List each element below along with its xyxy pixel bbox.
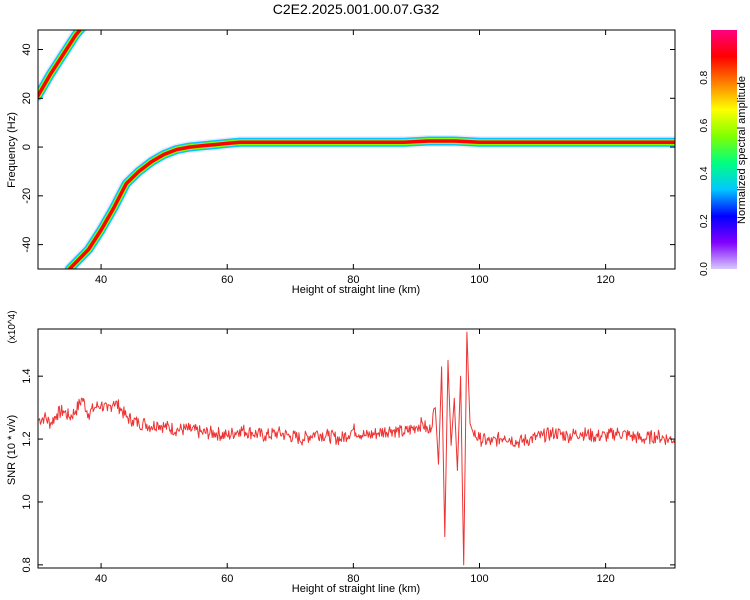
colorbar-tick-label: 0.2 [699,214,710,228]
snr-series-line [38,331,675,566]
spectrogram-x-axis: 40 60 80 100 120 [95,30,615,286]
snr-plot-area [38,331,675,566]
spectral-band-1-layer-1 [65,136,675,269]
colorbar-ticks: 0.0 0.2 0.4 0.6 0.8 [699,70,710,276]
spectrogram-y-label: Frequency (Hz) [6,112,18,188]
spectrogram-panel: 40 60 80 100 120 40 20 0 -20 -40 Height of strai… [6,29,676,296]
spectral-band-1-layer-3 [67,139,675,269]
snr-y-multiplier: (x10^4) [7,310,18,343]
x-tick-label: 40 [95,573,107,585]
colorbar-gradient [711,30,737,269]
spectrogram-x-label: Height of straight line (km) [292,284,420,296]
colorbar-tick-label: 0.0 [699,262,710,276]
snr-frame [37,328,676,569]
x-tick-label: 60 [221,274,233,286]
y-tick-label: -40 [21,237,33,253]
y-tick-label: 1.2 [21,431,33,446]
snr-y-axis: 1.4 1.2 1.0 0.8 [21,369,675,573]
spectrogram-frame [37,29,676,270]
spectrogram-plot-area [38,30,675,269]
y-tick-label: -20 [21,188,33,204]
colorbar-tick-label: 0.4 [699,166,710,180]
x-tick-label: 80 [347,274,359,286]
y-tick-label: 0 [21,144,33,150]
y-tick-label: 40 [21,43,33,55]
y-tick-label: 1.4 [21,369,33,384]
snr-x-axis: 40 60 80 100 120 [95,329,615,585]
x-tick-label: 60 [221,573,233,585]
colorbar-label: Normalized spectral amplitude [736,76,748,224]
y-tick-label: 0.8 [21,557,33,572]
x-tick-label: 80 [347,573,359,585]
colorbar: 0.0 0.2 0.4 0.6 0.8 Normalized spectral ampl… [699,30,748,276]
snr-x-label: Height of straight line (km) [292,583,420,595]
x-tick-label: 100 [470,573,488,585]
x-tick-label: 40 [95,274,107,286]
spectral-band-0-layer-3 [38,30,83,98]
x-tick-label: 100 [470,274,488,286]
y-tick-label: 1.0 [21,494,33,509]
colorbar-tick-label: 0.8 [699,70,710,84]
colorbar-tick-label: 0.6 [699,118,710,132]
snr-panel: 40 60 80 100 120 1.4 1.2 1.0 0.8 Height of stra… [6,310,676,595]
spectrogram-y-axis: 40 20 0 -20 -40 [21,43,675,253]
x-tick-label: 120 [596,573,614,585]
chart-title: C2E2.2025.001.00.07.G32 [273,1,440,17]
snr-y-label: SNR (10 * v/v) [6,415,18,485]
x-tick-label: 120 [596,274,614,286]
y-tick-label: 20 [21,92,33,104]
